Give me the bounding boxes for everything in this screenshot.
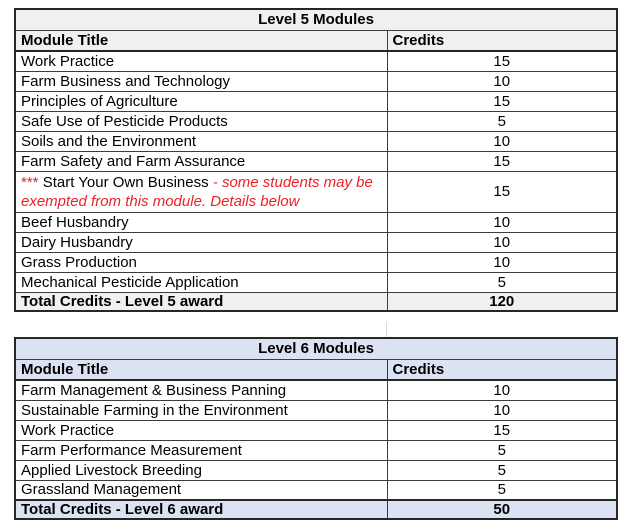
module-title-cell: Sustainable Farming in the Environment [14, 399, 388, 421]
table-row: Work Practice 15 [14, 419, 618, 441]
module-title-cell: Grass Production [14, 251, 388, 273]
credits-cell: 15 [386, 419, 618, 441]
table-row: Grass Production 10 [14, 251, 618, 273]
table-row: Farm Safety and Farm Assurance 15 [14, 150, 618, 172]
column-header-module-title: Module Title [14, 29, 388, 52]
total-label: Total Credits - Level 5 award [14, 291, 388, 312]
module-title-cell: Dairy Husbandry [14, 231, 388, 253]
total-credits-value: 50 [386, 499, 618, 520]
module-title-cell: Farm Performance Measurement [14, 439, 388, 461]
level6-modules-table: Level 6 Modules Module Title Credits Far… [14, 337, 618, 520]
table-row-start-your-own-business: *** Start Your Own Business - some stude… [14, 170, 618, 213]
exemption-note: - some students may be exempted from thi… [21, 174, 373, 210]
module-title-cell: Grassland Management [14, 479, 388, 501]
table-title: Level 5 Modules [14, 8, 618, 31]
credits-cell: 5 [386, 459, 618, 481]
module-title-cell: Farm Safety and Farm Assurance [14, 150, 388, 172]
table-row: Safe Use of Pesticide Products 5 [14, 110, 618, 132]
module-title-cell: Mechanical Pesticide Application [14, 271, 388, 293]
credits-cell: 10 [386, 130, 618, 152]
credits-cell: 15 [386, 90, 618, 112]
module-title-cell: Beef Husbandry [14, 211, 388, 233]
table-row: Soils and the Environment 10 [14, 130, 618, 152]
level5-modules-table: Level 5 Modules Module Title Credits Wor… [14, 8, 618, 312]
module-title-cell: Principles of Agriculture [14, 90, 388, 112]
module-title-text: Start Your Own Business [42, 174, 209, 191]
column-header-credits: Credits [386, 29, 618, 52]
table-title: Level 6 Modules [14, 337, 618, 360]
credits-cell: 10 [386, 251, 618, 273]
total-row: Total Credits - Level 5 award 120 [14, 291, 618, 312]
table-title-row: Level 6 Modules [14, 337, 618, 360]
table-row: Farm Performance Measurement 5 [14, 439, 618, 461]
table-row: Sustainable Farming in the Environment 1… [14, 399, 618, 421]
asterisks-marker: *** [21, 174, 39, 191]
total-row: Total Credits - Level 6 award 50 [14, 499, 618, 520]
credits-cell: 10 [386, 70, 618, 92]
module-title-cell: *** Start Your Own Business - some stude… [14, 170, 388, 213]
column-divider-ghost-line [386, 322, 387, 338]
table-header-row: Module Title Credits [14, 358, 618, 381]
table-title-row: Level 5 Modules [14, 8, 618, 31]
table-row: Farm Business and Technology 10 [14, 70, 618, 92]
module-title-cell: Soils and the Environment [14, 130, 388, 152]
module-title-cell: Applied Livestock Breeding [14, 459, 388, 481]
credits-cell: 5 [386, 439, 618, 461]
table-row: Mechanical Pesticide Application 5 [14, 271, 618, 293]
column-header-credits: Credits [386, 358, 618, 381]
credits-cell: 5 [386, 110, 618, 132]
total-label: Total Credits - Level 6 award [14, 499, 388, 520]
credits-cell: 5 [386, 479, 618, 501]
credits-cell: 10 [386, 231, 618, 253]
table-row: Work Practice 15 [14, 50, 618, 72]
module-title-cell: Work Practice [14, 419, 388, 441]
table-row: Dairy Husbandry 10 [14, 231, 618, 253]
credits-cell: 10 [386, 379, 618, 401]
table-row: Farm Management & Business Panning 10 [14, 379, 618, 401]
credits-cell: 10 [386, 211, 618, 233]
table-row: Principles of Agriculture 15 [14, 90, 618, 112]
total-credits-value: 120 [386, 291, 618, 312]
module-title-cell: Safe Use of Pesticide Products [14, 110, 388, 132]
module-title-cell: Work Practice [14, 50, 388, 72]
module-title-cell: Farm Business and Technology [14, 70, 388, 92]
table-row: Applied Livestock Breeding 5 [14, 459, 618, 481]
table-header-row: Module Title Credits [14, 29, 618, 52]
credits-cell: 15 [386, 150, 618, 172]
credits-cell: 10 [386, 399, 618, 421]
credits-cell: 5 [386, 271, 618, 293]
table-row: Grassland Management 5 [14, 479, 618, 501]
table-row: Beef Husbandry 10 [14, 211, 618, 233]
credits-cell: 15 [386, 50, 618, 72]
credits-cell: 15 [386, 170, 618, 213]
column-header-module-title: Module Title [14, 358, 388, 381]
module-title-cell: Farm Management & Business Panning [14, 379, 388, 401]
